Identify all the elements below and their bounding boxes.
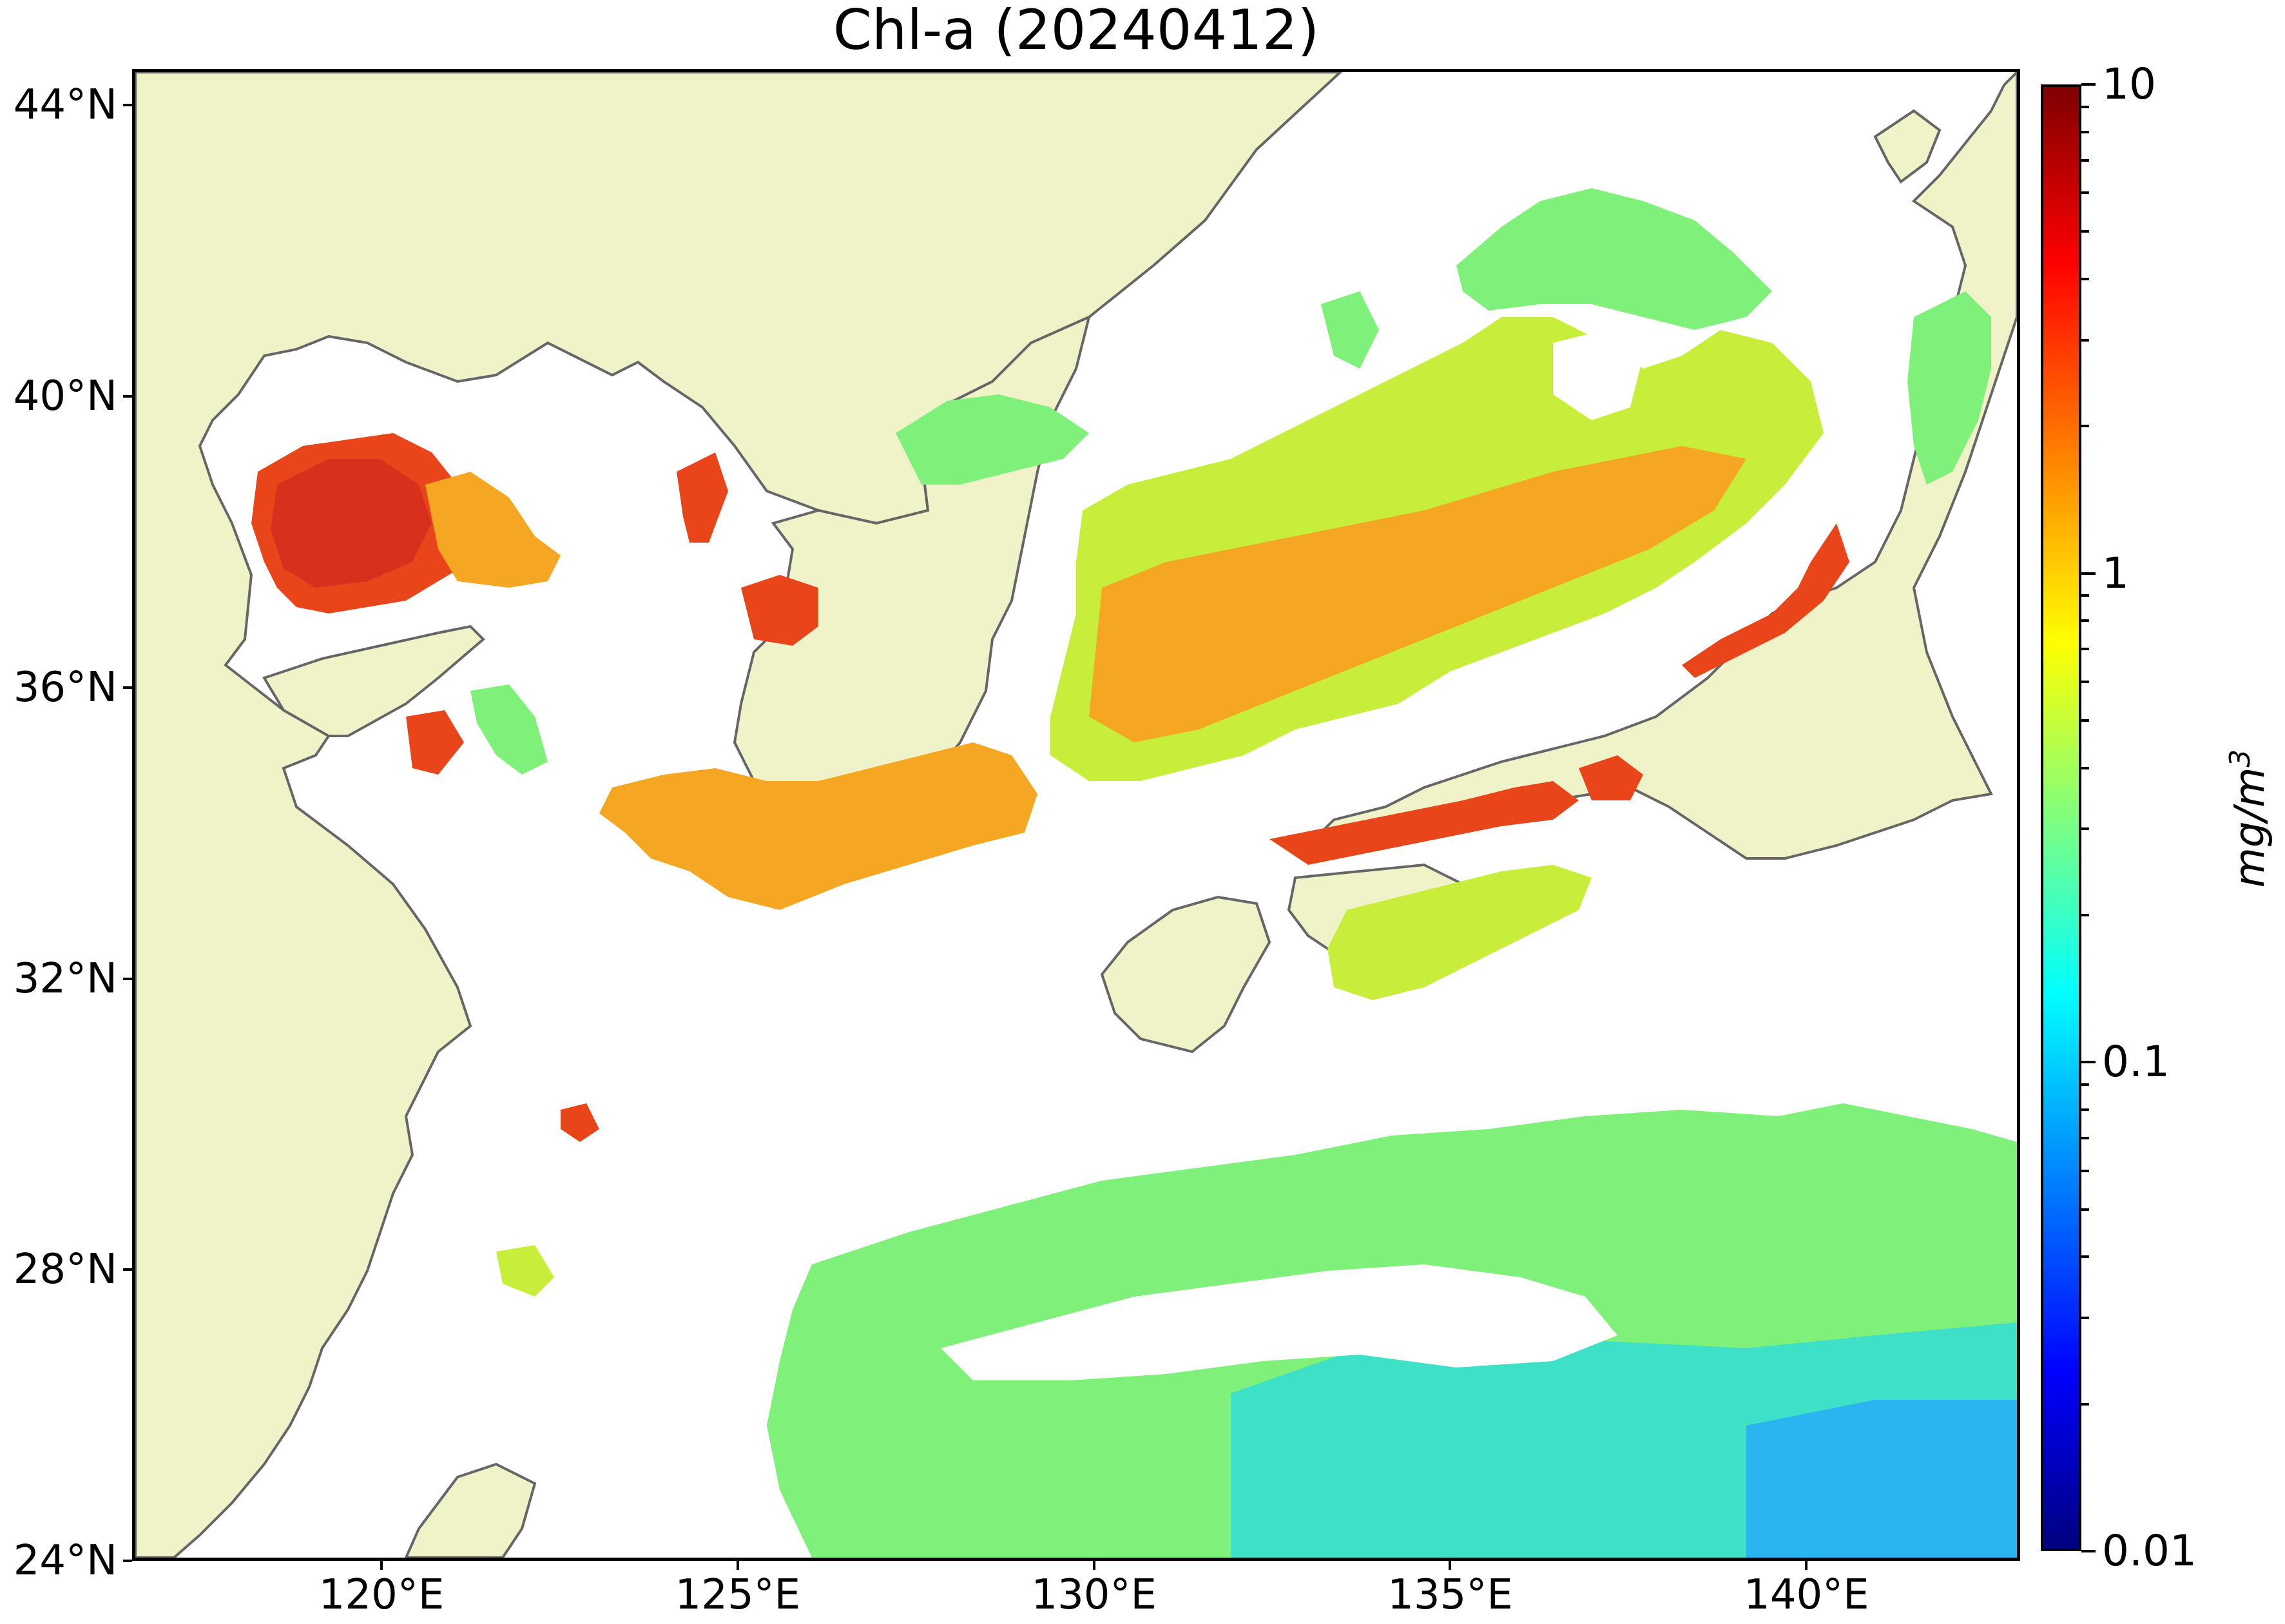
x-tick-label: 140°E bbox=[1744, 1571, 1869, 1619]
colorbar-minor-tick bbox=[2081, 1255, 2089, 1259]
chl-east-sea-moderate bbox=[1089, 446, 1746, 742]
y-tick-mark bbox=[123, 104, 132, 107]
chart-title: Chl-a (20240412) bbox=[833, 0, 1320, 63]
colorbar-minor-tick bbox=[2081, 230, 2089, 233]
y-tick-label: 44°N bbox=[13, 81, 117, 130]
chl-kii-ise bbox=[1579, 755, 1643, 800]
colorbar-minor-tick bbox=[2081, 827, 2089, 831]
y-tick-label: 32°N bbox=[13, 954, 117, 1003]
unit-text: mg/m bbox=[2226, 767, 2275, 888]
colorbar bbox=[2041, 84, 2081, 1551]
colorbar-minor-tick bbox=[2081, 425, 2089, 428]
colorbar-major-tick bbox=[2081, 83, 2096, 86]
cloud-east-sea-north bbox=[1553, 330, 1643, 420]
colorbar-minor-tick bbox=[2081, 594, 2089, 597]
chl-korea-south-coast bbox=[599, 742, 1037, 910]
colorbar-tick-label: 0.1 bbox=[2102, 1037, 2170, 1087]
colorbar-tick-label: 1 bbox=[2102, 548, 2129, 598]
y-tick-label: 36°N bbox=[13, 663, 117, 711]
chl-yellow-sea-scatter bbox=[470, 684, 548, 775]
colorbar-major-tick bbox=[2081, 572, 2096, 575]
colorbar-minor-tick bbox=[2081, 766, 2089, 769]
chl-yellow-sea-east bbox=[741, 575, 818, 646]
x-tick-label: 125°E bbox=[675, 1571, 801, 1619]
colorbar-minor-tick bbox=[2081, 338, 2089, 342]
unit-superscript: 3 bbox=[2223, 749, 2257, 768]
x-tick-label: 120°E bbox=[318, 1571, 445, 1619]
x-tick-mark bbox=[1092, 1561, 1095, 1570]
colorbar-major-tick bbox=[2081, 1061, 2096, 1064]
colorbar-minor-tick bbox=[2081, 1317, 2089, 1320]
colorbar-minor-tick bbox=[2081, 105, 2089, 108]
x-tick-label: 130°E bbox=[1031, 1571, 1157, 1619]
colorbar-minor-tick bbox=[2081, 1136, 2089, 1139]
chl-seto-inland bbox=[1269, 781, 1579, 865]
colorbar-minor-tick bbox=[2081, 277, 2089, 280]
x-tick-label: 135°E bbox=[1387, 1571, 1513, 1619]
chl-east-sea-north bbox=[1456, 188, 1772, 330]
colorbar-minor-tick bbox=[2081, 913, 2089, 916]
colorbar-major-tick bbox=[2081, 1550, 2096, 1552]
colorbar-minor-tick bbox=[2081, 1169, 2089, 1172]
chl-bohai-east bbox=[425, 472, 561, 588]
chl-east-china-sea-small bbox=[561, 1103, 599, 1142]
colorbar-tick-label: 0.01 bbox=[2102, 1526, 2197, 1576]
colorbar-minor-tick bbox=[2081, 1083, 2089, 1087]
colorbar-minor-tick bbox=[2081, 1402, 2089, 1406]
chl-korea-bay bbox=[677, 452, 728, 543]
colorbar-unit-label: mg/m3 bbox=[2224, 749, 2274, 888]
y-tick-mark bbox=[123, 686, 132, 689]
chl-north-korea-coast bbox=[896, 394, 1089, 485]
x-tick-mark bbox=[736, 1561, 739, 1570]
chl-pacific-very-low-zone bbox=[1746, 1400, 2017, 1558]
colorbar-minor-tick bbox=[2081, 680, 2089, 683]
chl-yellow-sea-west-patch bbox=[406, 710, 464, 775]
colorbar-minor-tick bbox=[2081, 648, 2089, 651]
y-tick-mark bbox=[123, 1560, 132, 1562]
y-tick-label: 28°N bbox=[13, 1246, 117, 1294]
chl-japan-west-coast-high bbox=[1682, 523, 1849, 678]
chl-pacific-south-japan bbox=[1327, 865, 1592, 1000]
chl-bohai-core bbox=[271, 459, 432, 588]
chl-hokkaido-east bbox=[1907, 291, 1991, 485]
chl-east-china-sea-patch2 bbox=[496, 1245, 554, 1297]
colorbar-minor-tick bbox=[2081, 191, 2089, 195]
x-tick-mark bbox=[1449, 1561, 1452, 1570]
colorbar-minor-tick bbox=[2081, 159, 2089, 162]
chlorophyll-data-detail bbox=[271, 446, 2017, 1558]
colorbar-minor-tick bbox=[2081, 1208, 2089, 1211]
y-tick-mark bbox=[123, 395, 132, 398]
chl-east-sea-west-patch bbox=[1321, 291, 1379, 369]
y-tick-label: 24°N bbox=[13, 1537, 117, 1585]
y-tick-mark bbox=[123, 1268, 132, 1271]
x-tick-mark bbox=[1805, 1561, 1808, 1570]
chlorophyll-map bbox=[135, 72, 2017, 1558]
colorbar-minor-tick bbox=[2081, 1108, 2089, 1111]
colorbar-minor-tick bbox=[2081, 719, 2089, 722]
x-tick-mark bbox=[380, 1561, 383, 1570]
cloud-mask-layer bbox=[941, 330, 1643, 1380]
colorbar-minor-tick bbox=[2081, 619, 2089, 623]
map-plot-area bbox=[132, 69, 2020, 1561]
y-tick-label: 40°N bbox=[13, 372, 117, 421]
colorbar-tick-label: 10 bbox=[2102, 59, 2156, 109]
colorbar-minor-tick bbox=[2081, 130, 2089, 133]
y-tick-mark bbox=[123, 977, 132, 980]
cloud-pacific-band bbox=[941, 1264, 1617, 1380]
